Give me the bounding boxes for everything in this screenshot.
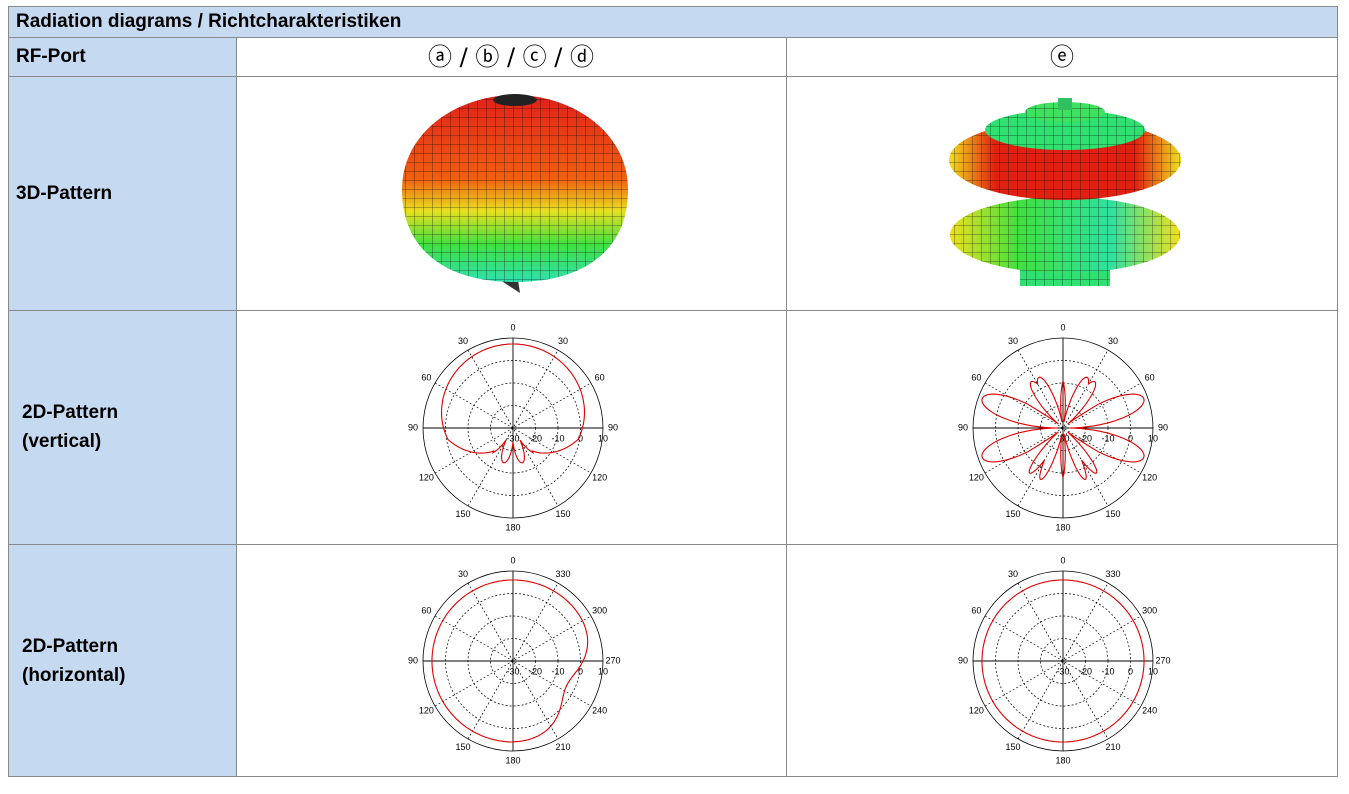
row-label: (horizontal) <box>22 665 125 686</box>
angle-label: 90 <box>958 422 968 432</box>
radial-label: -10 <box>551 666 564 676</box>
angle-label: 90 <box>1158 422 1168 432</box>
angle-label: 60 <box>971 605 981 615</box>
radial-label: -10 <box>1101 433 1114 443</box>
angle-label: 270 <box>605 655 620 665</box>
radial-label: -30 <box>506 666 519 676</box>
angle-label: 180 <box>1055 522 1070 532</box>
angle-label: 150 <box>1005 509 1020 519</box>
angle-label: 120 <box>419 705 434 715</box>
angle-label: 30 <box>1108 336 1118 346</box>
radial-label: 0 <box>578 666 583 676</box>
angle-label: 150 <box>555 509 570 519</box>
radial-label: 0 <box>1128 666 1133 676</box>
row-label: 3D-Pattern <box>16 183 112 204</box>
angle-label: 120 <box>419 472 434 482</box>
angle-label: 90 <box>408 655 418 665</box>
3d-pattern-e <box>949 98 1181 286</box>
radial-label: -30 <box>506 433 519 443</box>
radial-label: 0 <box>1128 433 1133 443</box>
angle-label: 240 <box>592 705 607 715</box>
pattern-curve <box>440 343 586 464</box>
angle-label: 210 <box>1105 742 1120 752</box>
spoke <box>1017 349 1109 507</box>
angle-label: 270 <box>1155 655 1170 665</box>
angle-label: 120 <box>969 705 984 715</box>
angle-label: 0 <box>510 322 515 332</box>
angle-label: 30 <box>1008 569 1018 579</box>
radial-label: -20 <box>529 666 542 676</box>
angle-label: 60 <box>971 372 981 382</box>
polar-plot: 0 30 330 60 300 90 270 120 240 150 210 180 -30 -20 -10… <box>408 555 621 765</box>
radial-label: -10 <box>1101 666 1114 676</box>
angle-label: 330 <box>1105 569 1120 579</box>
port-label: ⓔ <box>1050 43 1074 71</box>
angle-label: 0 <box>1060 322 1065 332</box>
angle-label: 60 <box>595 372 605 382</box>
radial-label: 10 <box>598 433 608 443</box>
angle-label: 90 <box>958 655 968 665</box>
pattern-curve <box>981 376 1145 481</box>
radial-label: 10 <box>598 666 608 676</box>
angle-label: 30 <box>458 569 468 579</box>
spoke <box>467 349 559 507</box>
angle-label: 60 <box>421 605 431 615</box>
spoke <box>467 582 559 740</box>
angle-label: 90 <box>408 422 418 432</box>
radial-label: -20 <box>1079 666 1092 676</box>
angle-label: 30 <box>1008 336 1018 346</box>
spoke <box>1017 582 1109 740</box>
angle-label: 180 <box>505 522 520 532</box>
angle-label: 330 <box>555 569 570 579</box>
angle-label: 240 <box>1142 705 1157 715</box>
angle-label: 150 <box>1005 742 1020 752</box>
polar-plot: 0 30 30 60 60 90 90 120 120 150 150 180 -30 -20 -10 0 10 <box>408 322 618 532</box>
radial-label: 10 <box>1148 666 1158 676</box>
radial-label: 10 <box>1148 433 1158 443</box>
row-label: RF-Port <box>16 46 86 67</box>
angle-label: 180 <box>1055 755 1070 765</box>
radial-label: 0 <box>578 433 583 443</box>
pattern-curve <box>981 579 1145 743</box>
angle-label: 150 <box>455 509 470 519</box>
port-label: ⓐ / ⓑ / ⓒ / ⓓ <box>428 43 594 71</box>
row-label: 2D-Pattern <box>22 402 118 423</box>
angle-label: 150 <box>455 742 470 752</box>
angle-label: 150 <box>1105 509 1120 519</box>
angle-label: 180 <box>505 755 520 765</box>
title: Radiation diagrams / Richtcharakteristik… <box>16 11 401 32</box>
label-column <box>8 37 237 777</box>
angle-label: 120 <box>592 472 607 482</box>
row-label: 2D-Pattern <box>22 636 118 657</box>
angle-label: 60 <box>1145 372 1155 382</box>
3d-pattern-a <box>402 94 628 293</box>
angle-label: 30 <box>558 336 568 346</box>
angle-label: 0 <box>510 555 515 565</box>
pattern-curve <box>431 579 589 743</box>
polar-plot: 0 30 30 60 60 90 90 120 120 150 150 180 -30 -20 -10 0 10 <box>958 322 1168 532</box>
angle-label: 60 <box>421 372 431 382</box>
angle-label: 120 <box>1142 472 1157 482</box>
angle-label: 90 <box>608 422 618 432</box>
angle-label: 300 <box>592 605 607 615</box>
radial-label: -20 <box>1079 433 1092 443</box>
radial-label: -10 <box>551 433 564 443</box>
radial-label: -30 <box>1056 433 1069 443</box>
angle-label: 210 <box>555 742 570 752</box>
radial-label: -30 <box>1056 666 1069 676</box>
angle-label: 300 <box>1142 605 1157 615</box>
radial-label: -20 <box>529 433 542 443</box>
angle-label: 30 <box>458 336 468 346</box>
angle-label: 0 <box>1060 555 1065 565</box>
header-cell <box>8 6 1338 38</box>
angle-label: 120 <box>969 472 984 482</box>
row-label: (vertical) <box>22 431 101 452</box>
polar-plot: 0 30 330 60 300 90 270 120 240 150 210 180 -30 -20 -10… <box>958 555 1171 765</box>
